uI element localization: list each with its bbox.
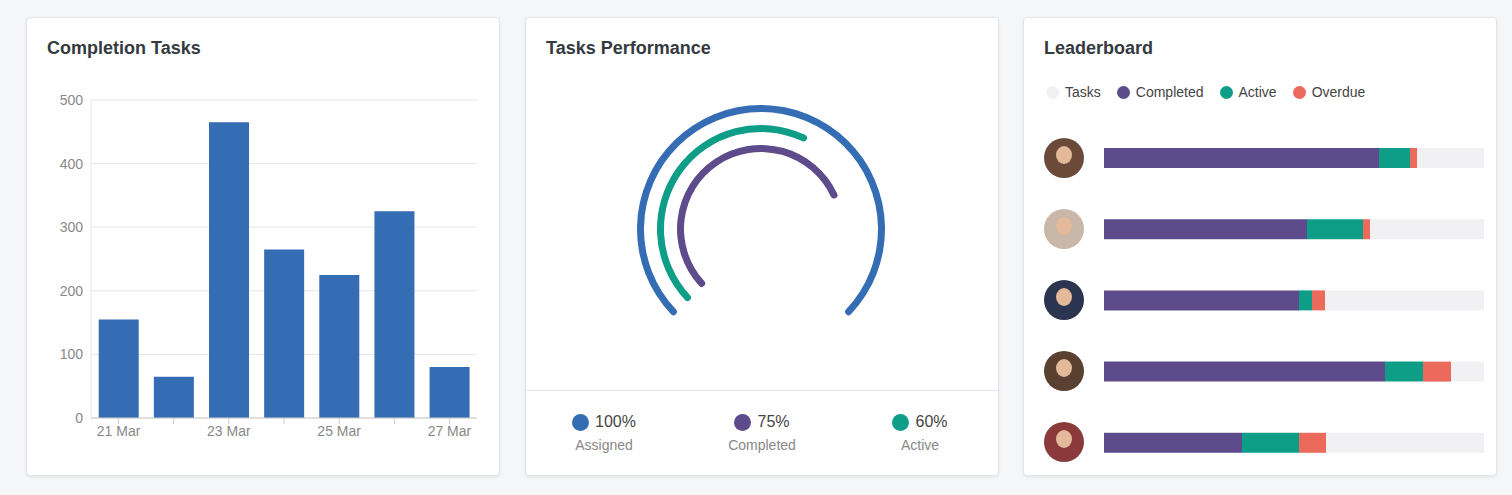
svg-text:0: 0 bbox=[75, 410, 83, 426]
svg-text:200: 200 bbox=[60, 283, 84, 299]
html-text:Completed: Completed bbox=[728, 437, 796, 453]
svg-text:300: 300 bbox=[60, 219, 84, 235]
svg-text:500: 500 bbox=[60, 92, 84, 108]
html-text:Active: Active bbox=[1238, 84, 1277, 100]
html-text:Completed: Completed bbox=[1135, 84, 1204, 100]
svg-text:27 Mar: 27 Mar bbox=[428, 423, 472, 439]
svg-text:100: 100 bbox=[60, 346, 84, 362]
html-text:Completion Tasks: Completion Tasks bbox=[47, 38, 201, 58]
html-text:Leaderboard: Leaderboard bbox=[1044, 38, 1153, 58]
svg-text:400: 400 bbox=[60, 156, 84, 172]
html-text:60%: 60% bbox=[915, 413, 948, 430]
svg-text:25 Mar: 25 Mar bbox=[317, 423, 361, 439]
html-text:Assigned: Assigned bbox=[575, 437, 633, 453]
html-text:100%: 100% bbox=[595, 413, 636, 430]
html-text:Tasks Performance: Tasks Performance bbox=[546, 38, 711, 58]
svg-text:21 Mar: 21 Mar bbox=[97, 423, 141, 439]
html-text:Tasks: Tasks bbox=[1065, 84, 1101, 100]
html-text:Overdue: Overdue bbox=[1311, 84, 1366, 100]
svg-text:23 Mar: 23 Mar bbox=[207, 423, 251, 439]
html-text:75%: 75% bbox=[757, 413, 790, 430]
html-text:Active: Active bbox=[900, 437, 940, 453]
